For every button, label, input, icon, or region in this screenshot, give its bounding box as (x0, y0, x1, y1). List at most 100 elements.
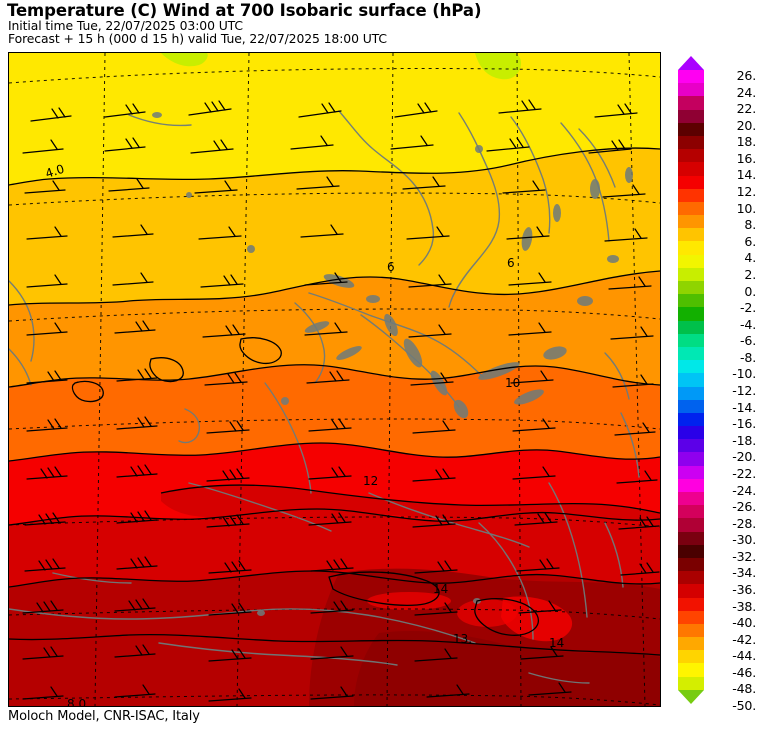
svg-text:14: 14 (433, 582, 448, 596)
colorbar-band (678, 544, 704, 558)
colorbar-band (678, 452, 704, 466)
colorbar-band (678, 478, 704, 492)
colorbar-band (678, 571, 704, 585)
colorbar-tick-label: -24. (732, 482, 756, 498)
colorbar-band (678, 412, 704, 427)
colorbar-bottom-arrow (678, 690, 704, 704)
colorbar-band (678, 505, 704, 519)
chart-header: Temperature (C) Wind at 700 Isobaric sur… (7, 1, 747, 45)
colorbar-tick-label: -18. (732, 432, 756, 448)
svg-text:6: 6 (387, 260, 395, 274)
colorbar-tick-label: 0. (744, 283, 756, 299)
colorbar-tick-label: -2. (740, 300, 756, 316)
colorbar-band (678, 373, 704, 387)
colorbar-tick-label: -36. (732, 581, 756, 597)
colorbar-band (678, 518, 704, 532)
colorbar-tick-label: 2. (744, 266, 756, 282)
colorbar-tick-label: 14. (736, 167, 757, 183)
colorbar-band (678, 109, 704, 123)
colorbar-tick-label: -26. (732, 499, 756, 515)
colorbar-tick-label: -42. (732, 631, 756, 647)
colorbar-tick-label: 26. (736, 68, 757, 83)
colorbar-tick-label: -38. (732, 598, 756, 614)
page-title: Temperature (C) Wind at 700 Isobaric sur… (7, 1, 482, 20)
colorbar-band (678, 386, 704, 400)
colorbar-band (678, 96, 704, 110)
colorbar-tick-label: -14. (732, 399, 756, 415)
colorbar-band (678, 623, 704, 638)
colorbar-band (678, 320, 704, 334)
colorbar-tick-label: -28. (732, 515, 756, 531)
svg-text:4.0: 4.0 (44, 162, 66, 181)
colorbar-band (678, 70, 704, 84)
colorbar-band (678, 215, 704, 229)
colorbar-band (678, 294, 704, 308)
colorbar-band (678, 584, 704, 598)
colorbar-band (678, 333, 704, 347)
colorbar-band (678, 241, 704, 255)
model-credit: Moloch Model, CNR-ISAC, Italy (8, 709, 200, 724)
colorbar-tick-label: -16. (732, 416, 756, 432)
colorbar-band (678, 267, 704, 281)
colorbar-band (678, 492, 704, 506)
colorbar-tick-label: -4. (740, 316, 756, 332)
colorbar-tick-label: -20. (732, 449, 756, 465)
colorbar-tick-label: 16. (736, 150, 757, 166)
colorbar-band (678, 637, 704, 651)
colorbar-band (678, 676, 704, 690)
colorbar-band (678, 281, 704, 295)
colorbar-tick-label: -10. (732, 366, 756, 382)
colorbar-band (678, 557, 704, 572)
colorbar-band (678, 439, 704, 453)
svg-text:13.: 13. (453, 632, 472, 646)
colorbar-band (678, 254, 704, 268)
colorbar-tick-label: -40. (732, 615, 756, 631)
colorbar-band (678, 175, 704, 189)
colorbar-band (678, 346, 704, 361)
colorbar-tick-label: -8. (740, 349, 756, 365)
colorbar-band (678, 360, 704, 374)
colorbar-top-arrow (678, 56, 704, 70)
map-panel[interactable]: 4.0 6 6 10 12 14 14 13. 8.0 (8, 52, 661, 707)
colorbar-tick-label: -22. (732, 465, 756, 481)
colorbar-tick-label: 22. (736, 101, 757, 117)
colorbar-bands (678, 70, 704, 690)
colorbar-tick-labels: 26. 24. 22. 20. 18. 16. 14. 12. 10. 8. 6. 4. 2. 0. -2.… (706, 50, 757, 714)
svg-text:14: 14 (549, 636, 564, 650)
svg-text:12: 12 (363, 474, 378, 488)
colorbar-band (678, 162, 704, 176)
colorbar-band (678, 149, 704, 163)
colorbar-band (678, 399, 704, 413)
colorbar-tick-label: -12. (732, 383, 756, 399)
colorbar-band (678, 597, 704, 611)
colorbar-band (678, 307, 704, 321)
colorbar-tick-label: 6. (744, 233, 756, 249)
colorbar-band (678, 465, 704, 479)
colorbar-tick-label: 24. (736, 84, 757, 100)
colorbar-band (678, 83, 704, 97)
colorbar-tick-label: -30. (732, 532, 756, 548)
colorbar-tick-label: 4. (744, 250, 756, 266)
colorbar-tick-label: 20. (736, 117, 757, 133)
initial-time-label: Initial time Tue, 22/07/2025 03:00 UTC (8, 18, 243, 33)
colorbar-tick-label: -50. (732, 698, 756, 714)
colorbar-band (678, 531, 704, 545)
colorbar-band (678, 650, 704, 664)
svg-text:6: 6 (507, 256, 515, 270)
colorbar-tick-label: 12. (736, 184, 757, 200)
colorbar-tick-label: -34. (732, 565, 756, 581)
forecast-valid-label: Forecast + 15 h (000 d 15 h) valid Tue, … (8, 31, 387, 46)
colorbar-band (678, 426, 704, 440)
colorbar-tick-label: -44. (732, 648, 756, 664)
colorbar-band (678, 663, 704, 677)
colorbar-band (678, 122, 704, 136)
colorbar-tick-label: 8. (744, 217, 756, 233)
colorbar-tick-label: 18. (736, 134, 757, 150)
colorbar-tick-label: 10. (736, 200, 757, 216)
colorbar-tick-label: -32. (732, 548, 756, 564)
colorbar-band (678, 610, 704, 624)
colorbar-band (678, 201, 704, 216)
colorbar-band (678, 188, 704, 202)
colorbar-tick-label: -6. (740, 333, 756, 349)
colorbar-tick-label: -46. (732, 664, 756, 680)
